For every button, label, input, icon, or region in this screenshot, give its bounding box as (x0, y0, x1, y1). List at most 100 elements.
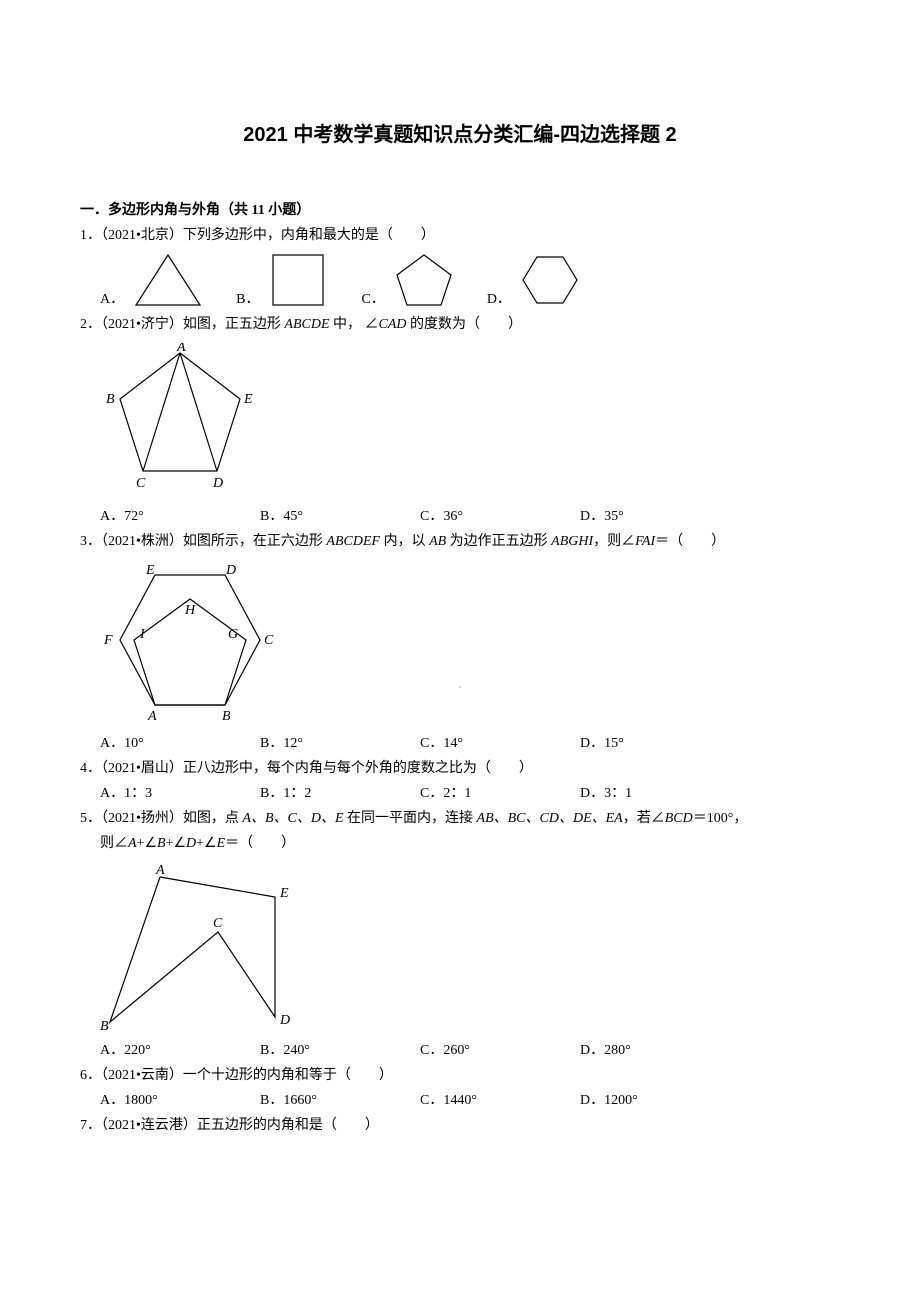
q3-optD[interactable]: D．15° (580, 733, 740, 754)
q5-answers: A．220° B．240° C．260° D．280° (80, 1040, 840, 1061)
q1-optB-label: B． (236, 289, 259, 310)
question-6: 6．（2021•云南）一个十边形的内角和等于（ ） A．1800° B．1660… (80, 1065, 840, 1111)
q5-l2s: ＝（ ） (225, 836, 295, 851)
q5-label-D: D (279, 1013, 290, 1028)
q5-segs: AB、BC、CD、DE、EA (477, 811, 623, 826)
q5-label-A: A (155, 863, 165, 878)
q2-answers: A．72° B．45° C．36° D．35° (80, 506, 840, 527)
q5-optA[interactable]: A．220° (100, 1040, 260, 1061)
q5-l2b: B (157, 836, 166, 851)
q5-l2e: E (217, 836, 226, 851)
q6-optC[interactable]: C．1440° (420, 1090, 580, 1111)
q4-answers: A．1：3 B．1：2 C．2：1 D．3：1 (80, 783, 840, 804)
q5-l2d: D (186, 836, 196, 851)
question-4: 4．（2021•眉山）正八边形中，每个内角与每个外角的度数之比为（ ） A．1：… (80, 758, 840, 804)
q5-l1p: 5．（2021•扬州）如图，点 (80, 811, 242, 826)
q3-label-E: E (145, 563, 155, 578)
question-2: 2．（2021•济宁）如图，正五边形 ABCDE 中， ∠CAD 的度数为（ ）… (80, 314, 840, 527)
q4-optA[interactable]: A．1：3 (100, 783, 260, 804)
q1-option-c[interactable]: C． (361, 250, 458, 310)
q2-label-A: A (176, 343, 186, 355)
q3-optB[interactable]: B．12° (260, 733, 420, 754)
q5-l2p2: +∠ (166, 836, 186, 851)
q5-l1m: 在同一平面内，连接 (344, 811, 477, 826)
pentagon-icon (389, 250, 459, 310)
q3-t3: 为边作正五边形 (446, 534, 551, 549)
q2-label-D: D (212, 476, 223, 491)
q3-optA[interactable]: A．10° (100, 733, 260, 754)
q3-t1: 3．（2021•株洲）如图所示，在正六边形 (80, 534, 326, 549)
q2-abcde: ABCDE (284, 317, 329, 332)
q3-fai: FAI (635, 534, 655, 549)
triangle-icon (128, 250, 208, 310)
q2-figure: A B C D E (100, 343, 840, 498)
question-3: 3．（2021•株洲）如图所示，在正六边形 ABCDEF 内，以 AB 为边作正… (80, 531, 840, 754)
q2-t2: 中， ∠ (330, 317, 379, 332)
q5-bcd: BCD (665, 811, 693, 826)
q3-label-B: B (222, 709, 231, 724)
q3-label-G: G (228, 627, 238, 642)
question-1: 1．（2021•北京）下列多边形中，内角和最大的是（ ） A． B． C． D． (80, 225, 840, 310)
q1-option-d[interactable]: D． (487, 250, 585, 310)
q5-l1s: ＝100°， (693, 811, 748, 826)
q3-answers: A．10° B．12° C．14° D．15° (80, 733, 840, 754)
q4-optD[interactable]: D．3：1 (580, 783, 740, 804)
q5-optC[interactable]: C．260° (420, 1040, 580, 1061)
q4-text: 4．（2021•眉山）正八边形中，每个内角与每个外角的度数之比为（ ） (80, 758, 840, 779)
q2-optB[interactable]: B．45° (260, 506, 420, 527)
q3-optC[interactable]: C．14° (420, 733, 580, 754)
q2-label-B: B (106, 392, 115, 407)
q3-t2: 内，以 (380, 534, 429, 549)
q4-optB[interactable]: B．1：2 (260, 783, 420, 804)
q6-text: 6．（2021•云南）一个十边形的内角和等于（ ） (80, 1065, 840, 1086)
q1-options: A． B． C． D． (80, 250, 840, 310)
q2-label-E: E (243, 392, 253, 407)
q5-l1m2: ，若∠ (623, 811, 665, 826)
q5-letters: A、B、C、D、E (242, 811, 343, 826)
q5-optD[interactable]: D．280° (580, 1040, 740, 1061)
question-5: 5．（2021•扬州）如图，点 A、B、C、D、E 在同一平面内，连接 AB、B… (80, 808, 840, 1061)
q5-l2p1: +∠ (137, 836, 157, 851)
q3-label-C: C (264, 633, 274, 648)
q5-figure: A B C D E (100, 862, 840, 1032)
q1-text: 1．（2021•北京）下列多边形中，内角和最大的是（ ） (80, 225, 840, 246)
q5-label-E: E (279, 886, 289, 901)
section-header: 一．多边形内角与外角（共 11 小题） (80, 200, 840, 221)
q5-label-C: C (213, 916, 223, 931)
q3-label-A: A (147, 709, 157, 724)
q1-option-a[interactable]: A． (100, 250, 208, 310)
q5-l2p: 则∠ (100, 836, 128, 851)
q3-t4: ，则∠ (593, 534, 635, 549)
q2-label-C: C (136, 476, 146, 491)
q1-optA-label: A． (100, 289, 124, 310)
q3-figure: A B C D E F G H I (100, 560, 840, 725)
q1-optC-label: C． (361, 289, 384, 310)
q3-t5: ＝（ ） (655, 534, 725, 549)
question-7: 7．（2021•连云港）正五边形的内角和是（ ） (80, 1115, 840, 1136)
q6-optD[interactable]: D．1200° (580, 1090, 740, 1111)
q3-abghi: ABGHI (551, 534, 593, 549)
square-icon (263, 250, 333, 310)
q5-text2: 则∠A+∠B+∠D+∠E＝（ ） (80, 833, 840, 854)
q2-cad: CAD (379, 317, 407, 332)
q3-abcdef: ABCDEF (326, 534, 380, 549)
q1-option-b[interactable]: B． (236, 250, 333, 310)
q3-label-D: D (225, 563, 236, 578)
q2-t3: 的度数为（ ） (407, 317, 523, 332)
q6-optA[interactable]: A．1800° (100, 1090, 260, 1111)
q1-optD-label: D． (487, 289, 511, 310)
q3-label-H: H (184, 603, 196, 618)
q2-optD[interactable]: D．35° (580, 506, 740, 527)
q5-optB[interactable]: B．240° (260, 1040, 420, 1061)
q6-optB[interactable]: B．1660° (260, 1090, 420, 1111)
q6-answers: A．1800° B．1660° C．1440° D．1200° (80, 1090, 840, 1111)
q2-optC[interactable]: C．36° (420, 506, 580, 527)
q3-label-I: I (139, 627, 146, 642)
q2-t1: 2．（2021•济宁）如图，正五边形 (80, 317, 284, 332)
q7-text: 7．（2021•连云港）正五边形的内角和是（ ） (80, 1115, 840, 1136)
q2-optA[interactable]: A．72° (100, 506, 260, 527)
q5-label-B: B (100, 1019, 109, 1032)
q3-ab: AB (429, 534, 446, 549)
q5-text: 5．（2021•扬州）如图，点 A、B、C、D、E 在同一平面内，连接 AB、B… (80, 808, 840, 829)
q4-optC[interactable]: C．2：1 (420, 783, 580, 804)
